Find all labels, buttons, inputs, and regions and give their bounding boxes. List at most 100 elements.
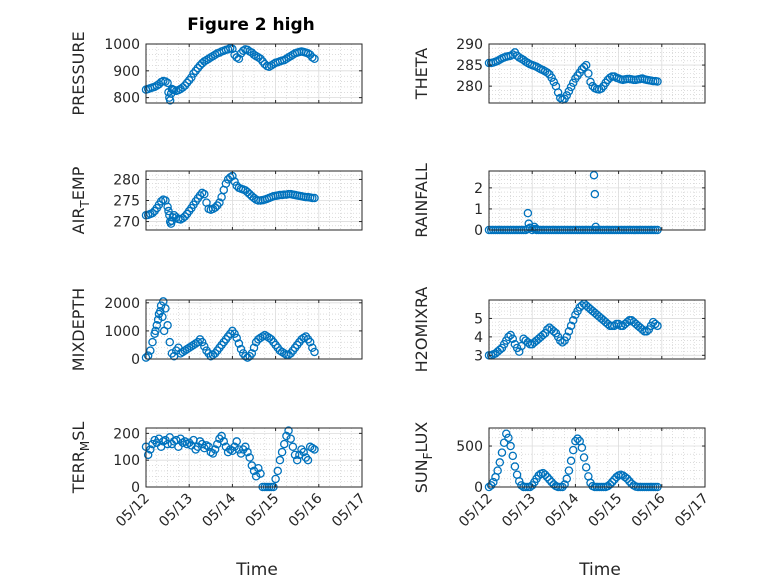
- data-point: [165, 337, 175, 347]
- data-point: [204, 54, 213, 64]
- data-point: [597, 84, 606, 93]
- axes-box: [488, 299, 706, 360]
- data-point: [532, 224, 541, 234]
- x-tick-label: 05/14: [542, 490, 582, 530]
- y-tick-label: 280: [456, 79, 483, 95]
- data-point: [153, 315, 163, 324]
- y-tick-label: 1: [474, 202, 483, 218]
- data-series: [484, 299, 662, 360]
- data-series: [141, 171, 319, 228]
- data-point: [499, 438, 509, 447]
- data-point: [560, 480, 569, 489]
- y-axis-label: SUNFLUX: [412, 422, 435, 494]
- y-tick-label: 0: [131, 352, 140, 368]
- data-point: [180, 212, 190, 221]
- data-point: [589, 170, 599, 180]
- data-point: [282, 431, 291, 441]
- data-point: [225, 445, 235, 454]
- data-point: [150, 435, 159, 445]
- axes-box: [488, 427, 706, 488]
- data-point: [217, 431, 226, 441]
- subplot-pressure: 800 900 1000 PRESSURE: [69, 31, 363, 116]
- data-point: [230, 177, 239, 186]
- data-point: [256, 54, 265, 64]
- data-point: [178, 438, 187, 447]
- axes-box: [488, 43, 706, 104]
- data-point: [562, 474, 572, 484]
- data-point: [556, 336, 565, 345]
- data-point: [495, 345, 505, 355]
- data-point: [223, 45, 233, 54]
- data-point: [299, 333, 308, 343]
- data-point: [148, 439, 157, 449]
- data-point: [241, 442, 250, 452]
- data-point: [308, 443, 317, 453]
- data-point: [264, 333, 274, 343]
- y-axis-label: MIXDEPTH: [69, 288, 88, 371]
- data-point: [184, 75, 194, 85]
- data-point: [653, 321, 662, 331]
- data-point: [260, 330, 270, 340]
- data-point: [275, 346, 285, 355]
- data-point: [590, 189, 600, 199]
- data-point: [245, 453, 254, 462]
- data-point: [545, 475, 554, 484]
- data-point: [534, 471, 543, 480]
- data-point: [251, 472, 261, 481]
- data-point: [262, 332, 272, 341]
- data-point: [549, 77, 559, 87]
- data-point: [538, 330, 548, 340]
- data-point: [230, 329, 239, 338]
- data-point: [182, 344, 192, 354]
- data-series: [141, 43, 319, 105]
- y-tick-label: 900: [113, 64, 140, 80]
- data-point: [282, 54, 291, 64]
- x-tick-label: 05/13: [156, 491, 196, 531]
- y-tick-label: 2: [474, 181, 483, 197]
- data-point: [208, 51, 218, 61]
- y-tick-label: 1000: [104, 324, 140, 340]
- data-point: [249, 343, 259, 353]
- y-tick-label: 0: [474, 223, 483, 239]
- data-point: [210, 50, 220, 59]
- data-point: [180, 437, 190, 446]
- data-point: [219, 437, 229, 446]
- y-tick-label: 285: [456, 58, 483, 74]
- data-point: [236, 344, 246, 354]
- data-point: [163, 78, 172, 88]
- y-axis-label: THETA: [412, 48, 431, 100]
- data-point: [197, 337, 207, 347]
- data-point: [543, 472, 552, 482]
- data-point: [547, 73, 556, 82]
- data-point: [182, 78, 192, 88]
- data-point: [581, 463, 591, 472]
- data-point: [159, 437, 168, 446]
- data-point: [158, 312, 167, 322]
- data-point: [221, 442, 231, 452]
- data-point: [243, 353, 252, 362]
- data-point: [303, 455, 313, 465]
- data-point: [553, 88, 563, 97]
- minor-grid: [489, 428, 705, 487]
- data-point: [143, 450, 153, 460]
- data-point: [161, 77, 170, 86]
- axes-box: [145, 427, 363, 488]
- data-point: [232, 437, 241, 446]
- data-point: [564, 327, 574, 336]
- x-tick-label: 05/13: [499, 491, 539, 531]
- data-point: [200, 443, 209, 453]
- data-point: [562, 91, 572, 100]
- data-point: [202, 55, 211, 65]
- y-axis-label: RAINFALL: [412, 163, 431, 238]
- x-tick-label: 05/12: [113, 491, 153, 531]
- data-point: [232, 333, 241, 343]
- data-point: [566, 456, 576, 466]
- y-tick-label: 800: [113, 91, 140, 107]
- y-tick-label: 4: [474, 330, 483, 346]
- data-point: [577, 443, 587, 452]
- minor-grid: [489, 171, 705, 230]
- data-point: [305, 337, 315, 347]
- data-point: [187, 342, 196, 351]
